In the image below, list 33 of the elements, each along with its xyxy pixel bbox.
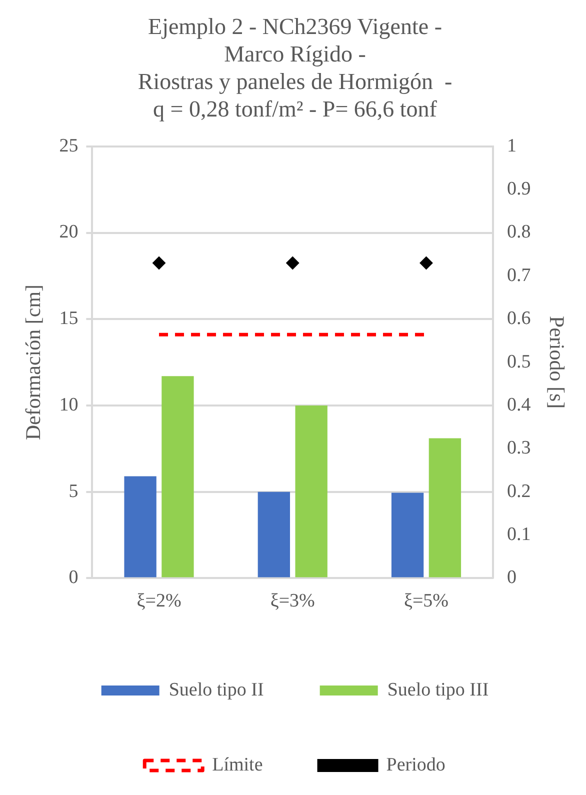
legend-label: Periodo (386, 754, 446, 776)
y-tick-label: 10 (59, 394, 78, 416)
y2-tick-label: 0.8 (507, 222, 531, 243)
y2-tick-label: 0.1 (507, 524, 531, 546)
y-tick-label: 0 (68, 567, 78, 588)
y-tick-label: 25 (59, 135, 78, 156)
legend-label: Suelo tipo II (168, 679, 264, 700)
y2-tick-label: 0.6 (507, 308, 531, 330)
x-tick-label: ξ=5% (404, 590, 449, 612)
legend-label: Suelo tipo III (387, 679, 489, 700)
bar (124, 476, 156, 578)
y2-tick-label: 0 (507, 567, 517, 588)
y2-axis-title: Periodo [s] (544, 316, 569, 409)
y2-tick-label: 0.2 (507, 480, 531, 502)
bar (258, 492, 290, 578)
bar (162, 376, 194, 578)
y-tick-label: 5 (68, 480, 78, 502)
bar (391, 492, 424, 578)
y2-tick-label: 0.5 (507, 351, 531, 372)
legend-label: Límite (212, 754, 263, 776)
x-tick-label: ξ=3% (270, 590, 316, 612)
y-tick-label: 20 (59, 222, 78, 243)
y2-tick-label: 0.4 (507, 394, 532, 416)
bar (428, 438, 462, 578)
x-tick-label: ξ=2% (136, 590, 182, 612)
y2-tick-label: 0.7 (507, 264, 531, 286)
bar (295, 405, 328, 578)
y2-tick-label: 0.9 (507, 178, 531, 200)
y2-tick-label: 0.3 (507, 438, 531, 459)
y-tick-label: 15 (59, 308, 78, 330)
y2-tick-label: 1 (507, 135, 517, 156)
y-axis-title: Deformación [cm] (21, 284, 46, 440)
chart-title: Ejemplo 2 - NCh2369 Vigente - Marco Rígido - Riostras y paneles de Hormigón - q = 0,28 tonf/m² - P= 66,6 tonf (138, 14, 452, 122)
